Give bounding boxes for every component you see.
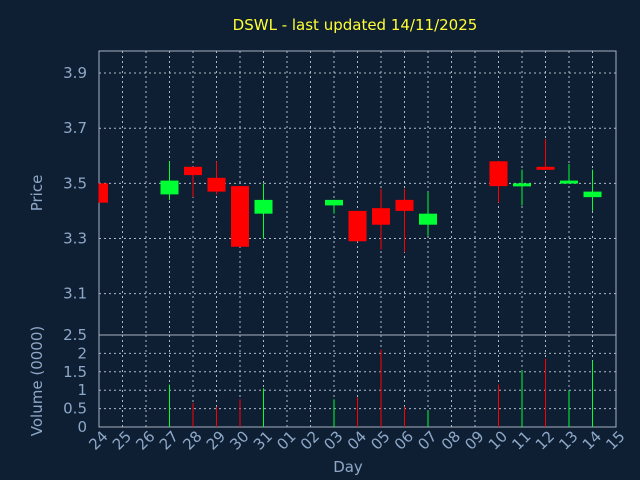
- volume-tick-label: 0.5: [63, 400, 87, 418]
- price-axis-label: Price: [28, 175, 46, 212]
- volume-bars: [169, 349, 593, 427]
- candle-body: [254, 199, 273, 214]
- volume-axis-label: Volume (0000): [28, 326, 46, 436]
- candle-body: [184, 166, 202, 176]
- candle-body: [513, 183, 531, 187]
- candle-body: [560, 180, 578, 184]
- price-tick-label: 3.7: [63, 119, 87, 137]
- volume-tick-label: 0: [77, 418, 87, 436]
- candle-body: [160, 180, 179, 195]
- candle-body: [348, 210, 367, 242]
- volume-tick-label: 2.5: [63, 326, 87, 344]
- candle-body: [207, 177, 226, 192]
- price-tick-label: 3.1: [63, 285, 87, 303]
- candle-body: [419, 213, 437, 225]
- volume-y-ticks: 00.511.522.5: [63, 326, 87, 436]
- price-y-ticks: 3.1 3.3 3.5 3.7 3.9: [63, 64, 87, 303]
- price-tick-label: 3.9: [63, 64, 87, 82]
- candle-body: [99, 183, 108, 203]
- candle-body: [489, 161, 508, 187]
- candle-body: [536, 166, 555, 170]
- volume-tick-label: 1.5: [63, 363, 87, 381]
- price-tick-label: 3.5: [63, 174, 87, 192]
- candle-body: [583, 191, 602, 198]
- chart-title: DSWL - last updated 14/11/2025: [233, 16, 478, 34]
- candle-body: [395, 199, 414, 211]
- price-tick-label: 3.3: [63, 229, 87, 247]
- x-axis-label: Day: [333, 458, 363, 476]
- candle-body: [372, 208, 390, 225]
- candle-body: [231, 186, 249, 247]
- candle-body: [325, 199, 343, 206]
- x-tick-labels: 2425262728293031010203040506070809101112…: [85, 427, 628, 453]
- volume-tick-label: 2: [77, 344, 87, 362]
- volume-tick-label: 1: [77, 381, 87, 399]
- price-candles: [98, 139, 602, 253]
